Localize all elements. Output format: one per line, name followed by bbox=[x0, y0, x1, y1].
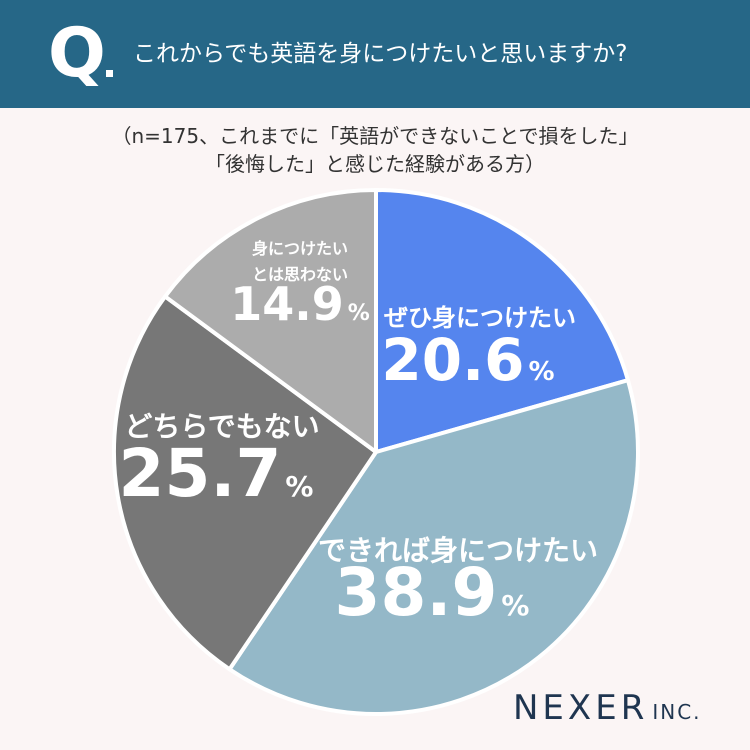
pie-slice-1 bbox=[374, 188, 630, 454]
survey-note-line-1: （n=175、これまでに「英語ができないことで損をした」 bbox=[111, 124, 639, 148]
company-logo: NEXER INC. bbox=[513, 688, 702, 728]
slice-value-2: 38.9% bbox=[335, 554, 530, 631]
pie-slice-4 bbox=[163, 188, 378, 454]
pie-slice-2 bbox=[227, 378, 640, 716]
question-mark-dot bbox=[106, 70, 113, 77]
survey-note: （n=175、これまでに「英語ができないことで損をした」 「後悔した」と感じた経… bbox=[0, 122, 750, 178]
slice-label-4: 身につけたいとは思わない bbox=[252, 239, 348, 284]
slice-label-3: どちらでもない bbox=[124, 410, 319, 443]
question-mark-label: Q bbox=[48, 14, 106, 93]
slice-value-4: 14.9% bbox=[230, 277, 370, 331]
slice-label-1: ぜひ身につけたい bbox=[384, 304, 576, 332]
pie-slice-3 bbox=[112, 294, 378, 672]
survey-note-line-2: 「後悔した」と感じた経験がある方） bbox=[205, 152, 545, 176]
question-text: これからでも英語を身につけたいと思いますか? bbox=[133, 41, 628, 67]
slice-label-2: できれば身につけたい bbox=[318, 534, 598, 567]
logo-name: NEXER bbox=[513, 688, 649, 728]
logo-suffix: INC. bbox=[652, 700, 702, 724]
slice-value-3: 25.7% bbox=[119, 435, 314, 512]
header-banner: Q これからでも英語を身につけたいと思いますか? bbox=[0, 0, 750, 108]
slice-value-1: 20.6% bbox=[381, 326, 554, 394]
